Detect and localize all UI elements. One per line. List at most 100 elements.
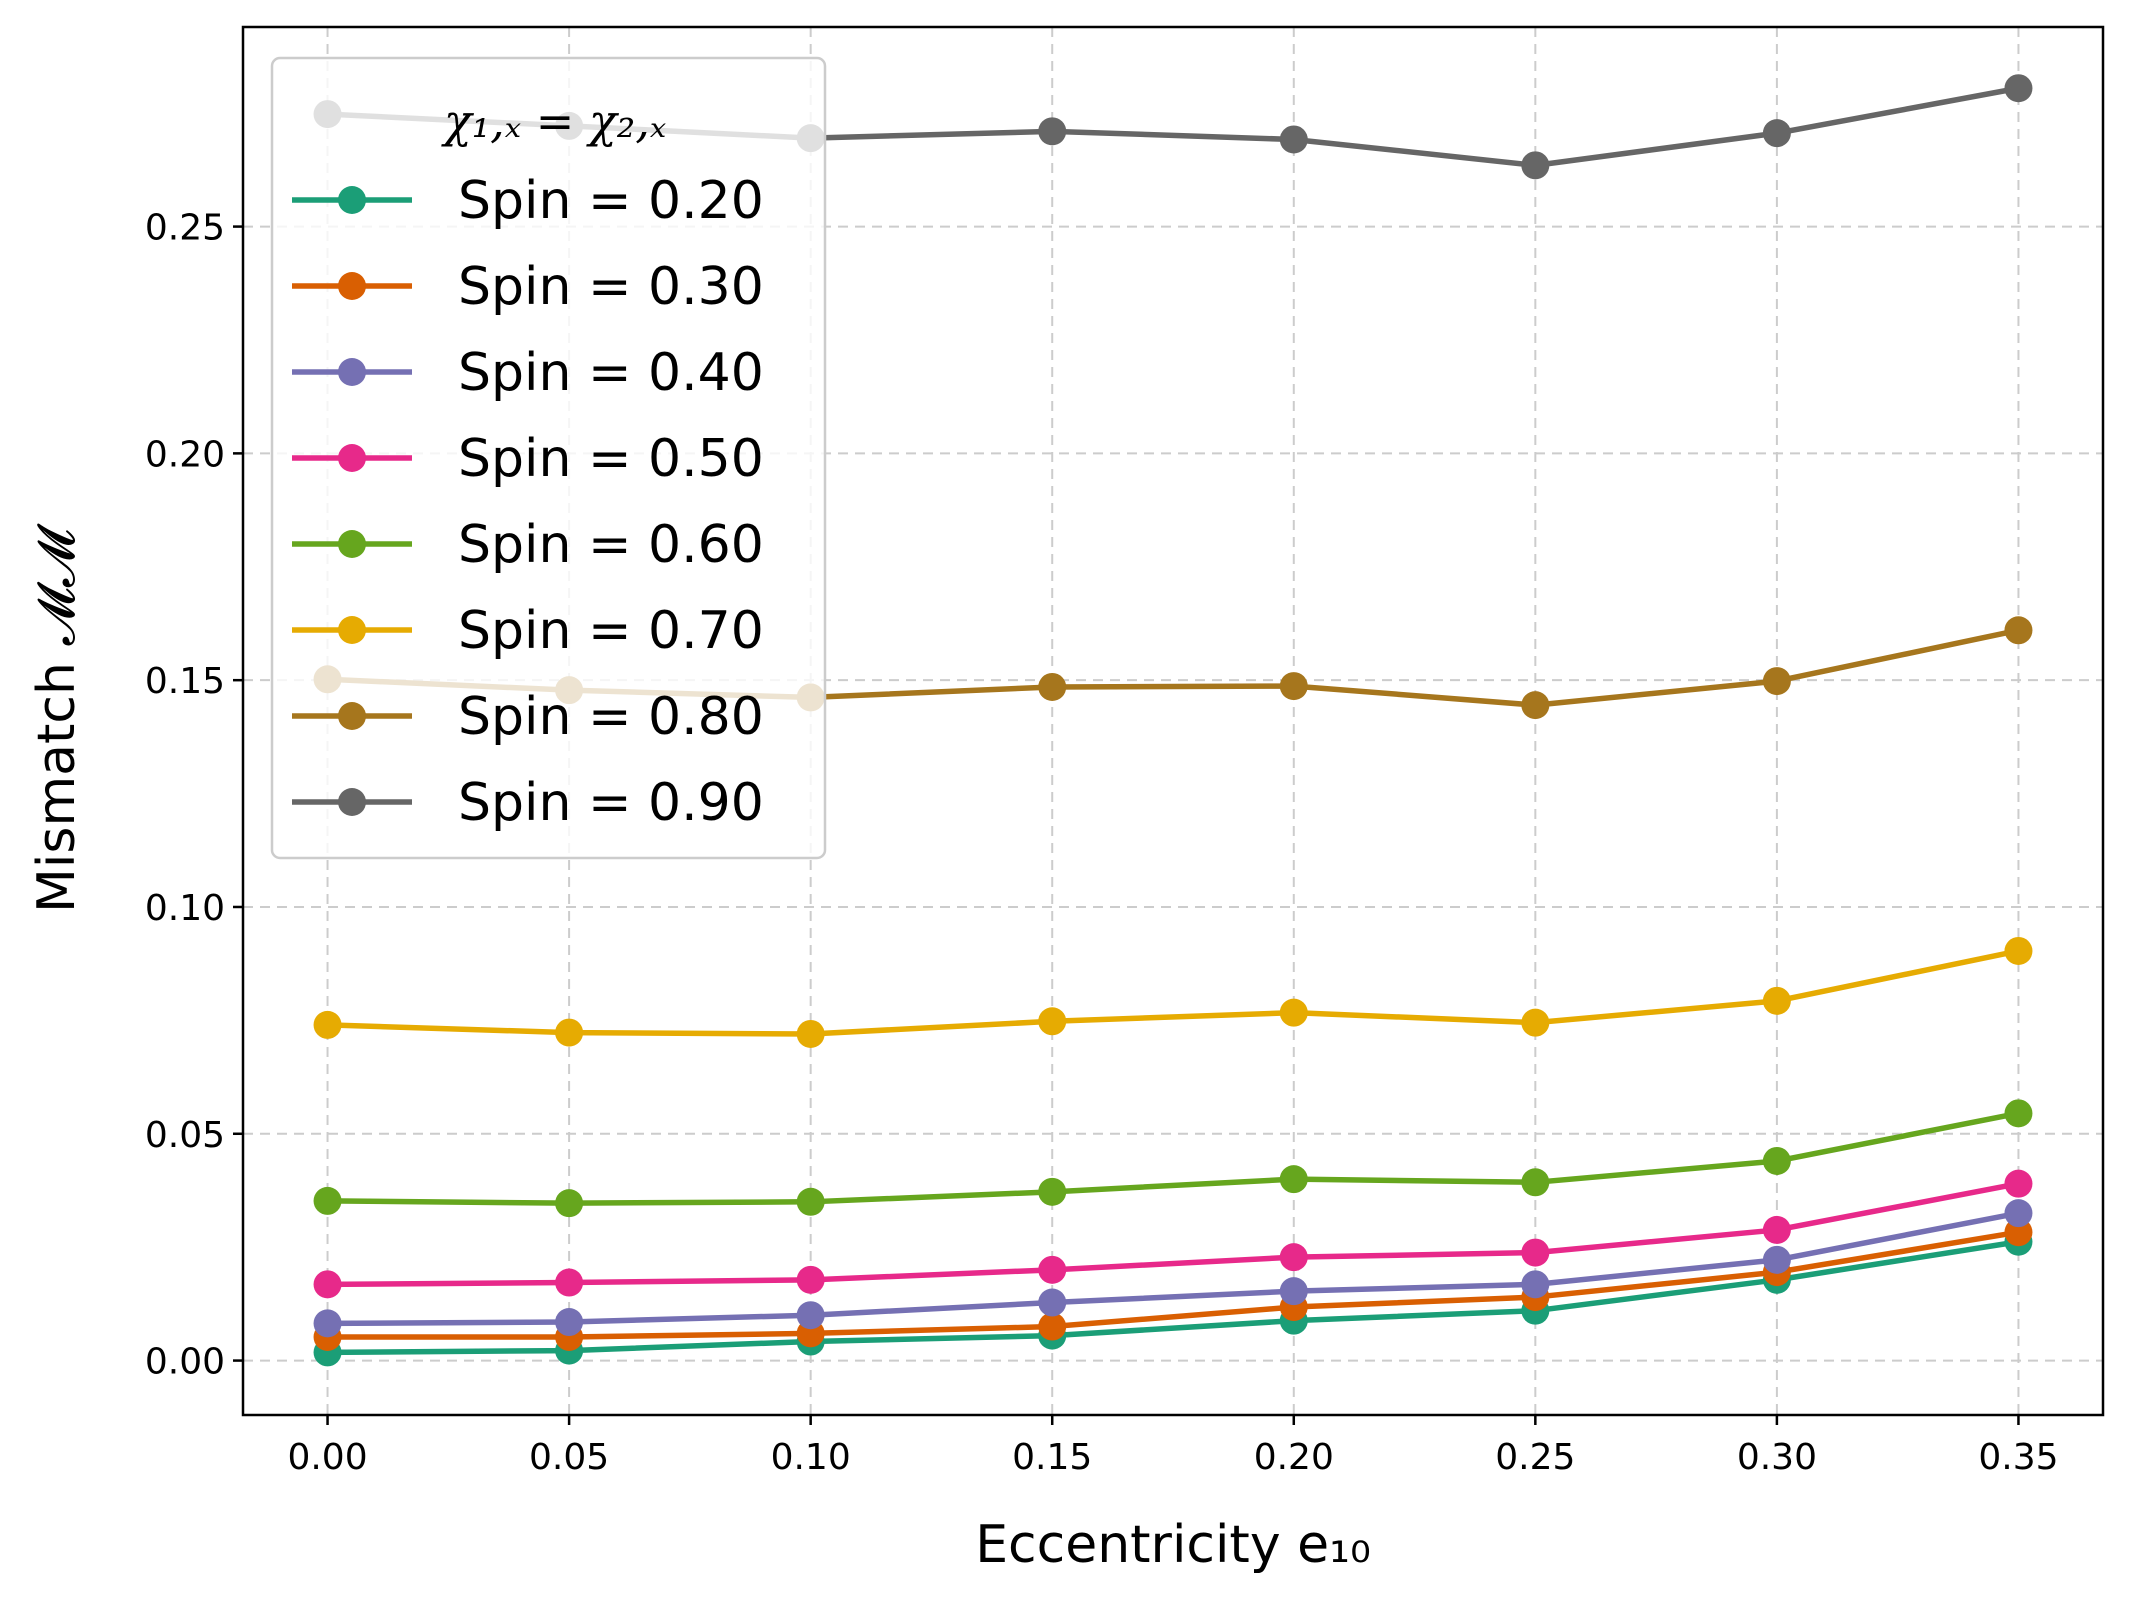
data-point: [1279, 125, 1308, 154]
legend-item: Spin = 0.70: [292, 601, 764, 661]
y-axis-ticks: 0.00 0.05 0.10 0.15 0.20 0.25: [145, 208, 243, 1383]
x-axis-label: Eccentricity e₁₀: [975, 1515, 1371, 1575]
data-point: [1279, 1165, 1308, 1194]
y-tick-label: 0.00: [145, 1342, 225, 1383]
data-point: [2004, 936, 2033, 965]
data-point: [1038, 1007, 1067, 1036]
legend-item: Spin = 0.40: [292, 343, 764, 403]
legend-label: Spin = 0.90: [458, 773, 764, 833]
y-tick-label: 0.05: [145, 1115, 225, 1156]
data-point: [1521, 151, 1550, 180]
series-060: [313, 1099, 2033, 1218]
legend-item: Spin = 0.60: [292, 515, 764, 575]
data-point: [555, 1018, 584, 1047]
series-070: [313, 936, 2033, 1048]
data-point: [1279, 1243, 1308, 1272]
series-040: [313, 1199, 2033, 1338]
series-line: [327, 1210, 2019, 1327]
x-tick-label: 0.00: [287, 1437, 367, 1478]
data-point: [2004, 1199, 2033, 1228]
legend-label: Spin = 0.40: [458, 343, 764, 403]
data-point: [555, 1189, 584, 1218]
data-point: [1521, 1168, 1550, 1197]
series-layer: [313, 74, 2033, 1367]
y-tick-label: 0.10: [145, 888, 225, 929]
data-point: [1038, 117, 1067, 146]
series-line: [327, 1180, 2019, 1288]
data-point: [1521, 691, 1550, 720]
legend-item: Spin = 0.50: [292, 429, 764, 489]
y-axis-label: Mismatch 𝓜𝓜: [27, 523, 87, 913]
legend-label: Spin = 0.80: [458, 687, 764, 747]
x-tick-label: 0.05: [529, 1437, 609, 1478]
y-tick-label: 0.25: [145, 208, 225, 249]
x-axis-ticks: 0.00 0.05 0.10 0.15 0.20 0.25 0.30 0.35: [287, 1415, 2059, 1478]
data-point: [1762, 1245, 1791, 1274]
data-point: [796, 1301, 825, 1330]
data-point: [1762, 986, 1791, 1015]
data-point: [555, 1268, 584, 1297]
data-point: [2004, 74, 2033, 103]
legend-marker: [338, 272, 366, 300]
series-line: [327, 1229, 2019, 1340]
x-tick-label: 0.20: [1254, 1437, 1334, 1478]
data-point: [313, 1010, 342, 1039]
legend-marker: [338, 530, 366, 558]
x-tick-label: 0.30: [1737, 1437, 1817, 1478]
x-tick-label: 0.35: [1978, 1437, 2058, 1478]
data-point: [1521, 1008, 1550, 1037]
legend-label: Spin = 0.20: [458, 171, 764, 231]
data-point: [2004, 1169, 2033, 1198]
data-point: [1279, 998, 1308, 1027]
legend-label: Spin = 0.60: [458, 515, 764, 575]
data-point: [1038, 1255, 1067, 1284]
data-point: [1521, 1270, 1550, 1299]
data-point: [2004, 1099, 2033, 1128]
legend-marker: [338, 186, 366, 214]
legend-title: χ₁,ₓ = χ₂,ₓ: [441, 94, 666, 148]
legend-item: Spin = 0.90: [292, 773, 764, 833]
legend-marker: [338, 358, 366, 386]
data-point: [1038, 1177, 1067, 1206]
x-tick-label: 0.25: [1495, 1437, 1575, 1478]
data-point: [796, 1019, 825, 1048]
data-point: [796, 1187, 825, 1216]
data-point: [1279, 1277, 1308, 1306]
legend-box: [270, 56, 827, 860]
series-line: [327, 1110, 2019, 1206]
data-point: [1038, 1288, 1067, 1317]
series-050: [313, 1169, 2033, 1299]
legend-marker: [338, 788, 366, 816]
data-point: [2004, 616, 2033, 645]
data-point: [313, 1309, 342, 1338]
y-tick-label: 0.20: [145, 434, 225, 475]
data-point: [1038, 1312, 1067, 1341]
legend-marker: [338, 616, 366, 644]
plot-frame: [241, 25, 2105, 1417]
legend-items: Spin = 0.20 Spin = 0.30 Spin = 0.40 Spin = …: [292, 171, 764, 833]
data-point: [313, 1270, 342, 1299]
legend-marker: [338, 444, 366, 472]
data-point: [1521, 1238, 1550, 1267]
legend-item: Spin = 0.30: [292, 257, 764, 317]
data-point: [313, 1186, 342, 1215]
x-tick-label: 0.15: [1012, 1437, 1092, 1478]
series-line: [327, 948, 2020, 1037]
legend-marker: [338, 702, 366, 730]
data-point: [1762, 667, 1791, 696]
legend-label: Spin = 0.70: [458, 601, 764, 661]
y-tick-label: 0.15: [145, 661, 225, 702]
data-point: [1279, 672, 1308, 701]
legend-item: Spin = 0.20: [292, 171, 764, 231]
x-tick-label: 0.10: [771, 1437, 851, 1478]
data-point: [1038, 672, 1067, 701]
data-point: [1762, 119, 1791, 148]
data-point: [1762, 1215, 1791, 1244]
legend-label: Spin = 0.30: [458, 257, 764, 317]
legend-item: Spin = 0.80: [292, 687, 764, 747]
legend-label: Spin = 0.50: [458, 429, 764, 489]
data-point: [555, 1308, 584, 1337]
data-point: [1762, 1146, 1791, 1175]
